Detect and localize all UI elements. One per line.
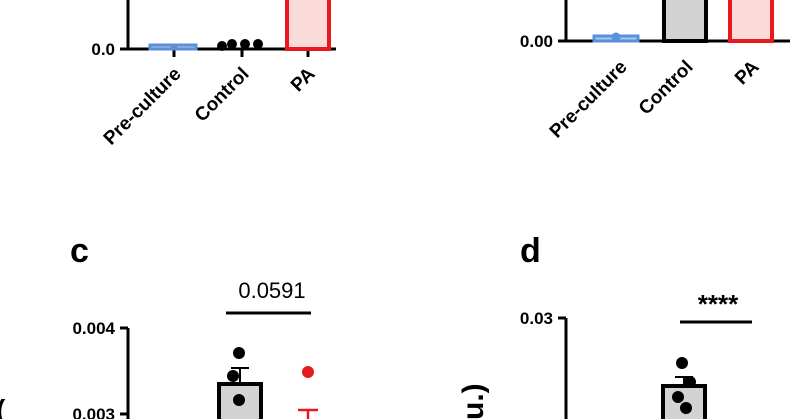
panel-c-y-tick-label: 0.004 xyxy=(72,319,115,338)
panel-d-point xyxy=(676,357,688,369)
panel-a-bar-pa xyxy=(285,0,331,51)
panel-a-point xyxy=(253,39,263,49)
panel-a: 0.0 Pre-culture Control PA xyxy=(91,0,336,149)
panel-d-letter: d xyxy=(520,232,541,270)
panel-c-point xyxy=(233,347,245,359)
panel-a-point xyxy=(240,39,250,49)
panel-c-p-value: 0.0591 xyxy=(238,278,305,303)
panel-d-significance: **** xyxy=(698,289,739,319)
panel-c: c 0.0591 0.004 0.003 ( xyxy=(0,232,318,419)
panel-b-bar-pa xyxy=(728,0,774,43)
panel-c-point xyxy=(233,394,245,406)
panel-c-point-pa xyxy=(302,366,314,378)
panel-c-point xyxy=(227,370,239,382)
panel-d-y-tick-label: 0.03 xyxy=(520,309,553,328)
panel-a-point xyxy=(170,43,178,51)
panel-a-point xyxy=(217,41,227,51)
panel-b: 0.00 Pre-culture Control PA xyxy=(520,0,790,142)
panel-a-y-tick-label: 0.0 xyxy=(91,40,115,59)
panel-b-y-tick-label: 0.00 xyxy=(520,32,553,51)
panel-a-point xyxy=(227,39,237,49)
panel-d-point xyxy=(680,402,692,414)
panel-d-point xyxy=(672,391,684,403)
panel-b-x-label-pa: PA xyxy=(731,56,764,89)
panel-b-bar-control xyxy=(662,0,708,43)
panel-d-point xyxy=(684,376,696,388)
panel-b-x-label-pre: Pre-culture xyxy=(546,57,632,143)
panel-a-x-label-pa: PA xyxy=(287,63,320,96)
panel-a-x-label-pre: Pre-culture xyxy=(100,64,186,150)
panel-c-y-axis-title-fragment: ( xyxy=(0,394,6,419)
panel-d-y-axis-title-fragment: u.) xyxy=(457,383,490,419)
panel-b-point xyxy=(611,32,621,42)
panel-c-letter: c xyxy=(70,232,89,270)
panel-c-y-tick-label: 0.003 xyxy=(72,405,115,419)
panel-d: d **** 0.03 u.) xyxy=(457,232,752,419)
panel-a-x-label-control: Control xyxy=(191,64,254,127)
panel-b-x-label-control: Control xyxy=(635,57,698,120)
